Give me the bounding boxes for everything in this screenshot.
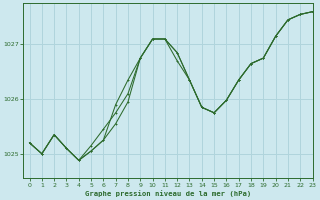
X-axis label: Graphe pression niveau de la mer (hPa): Graphe pression niveau de la mer (hPa) [85,190,251,197]
